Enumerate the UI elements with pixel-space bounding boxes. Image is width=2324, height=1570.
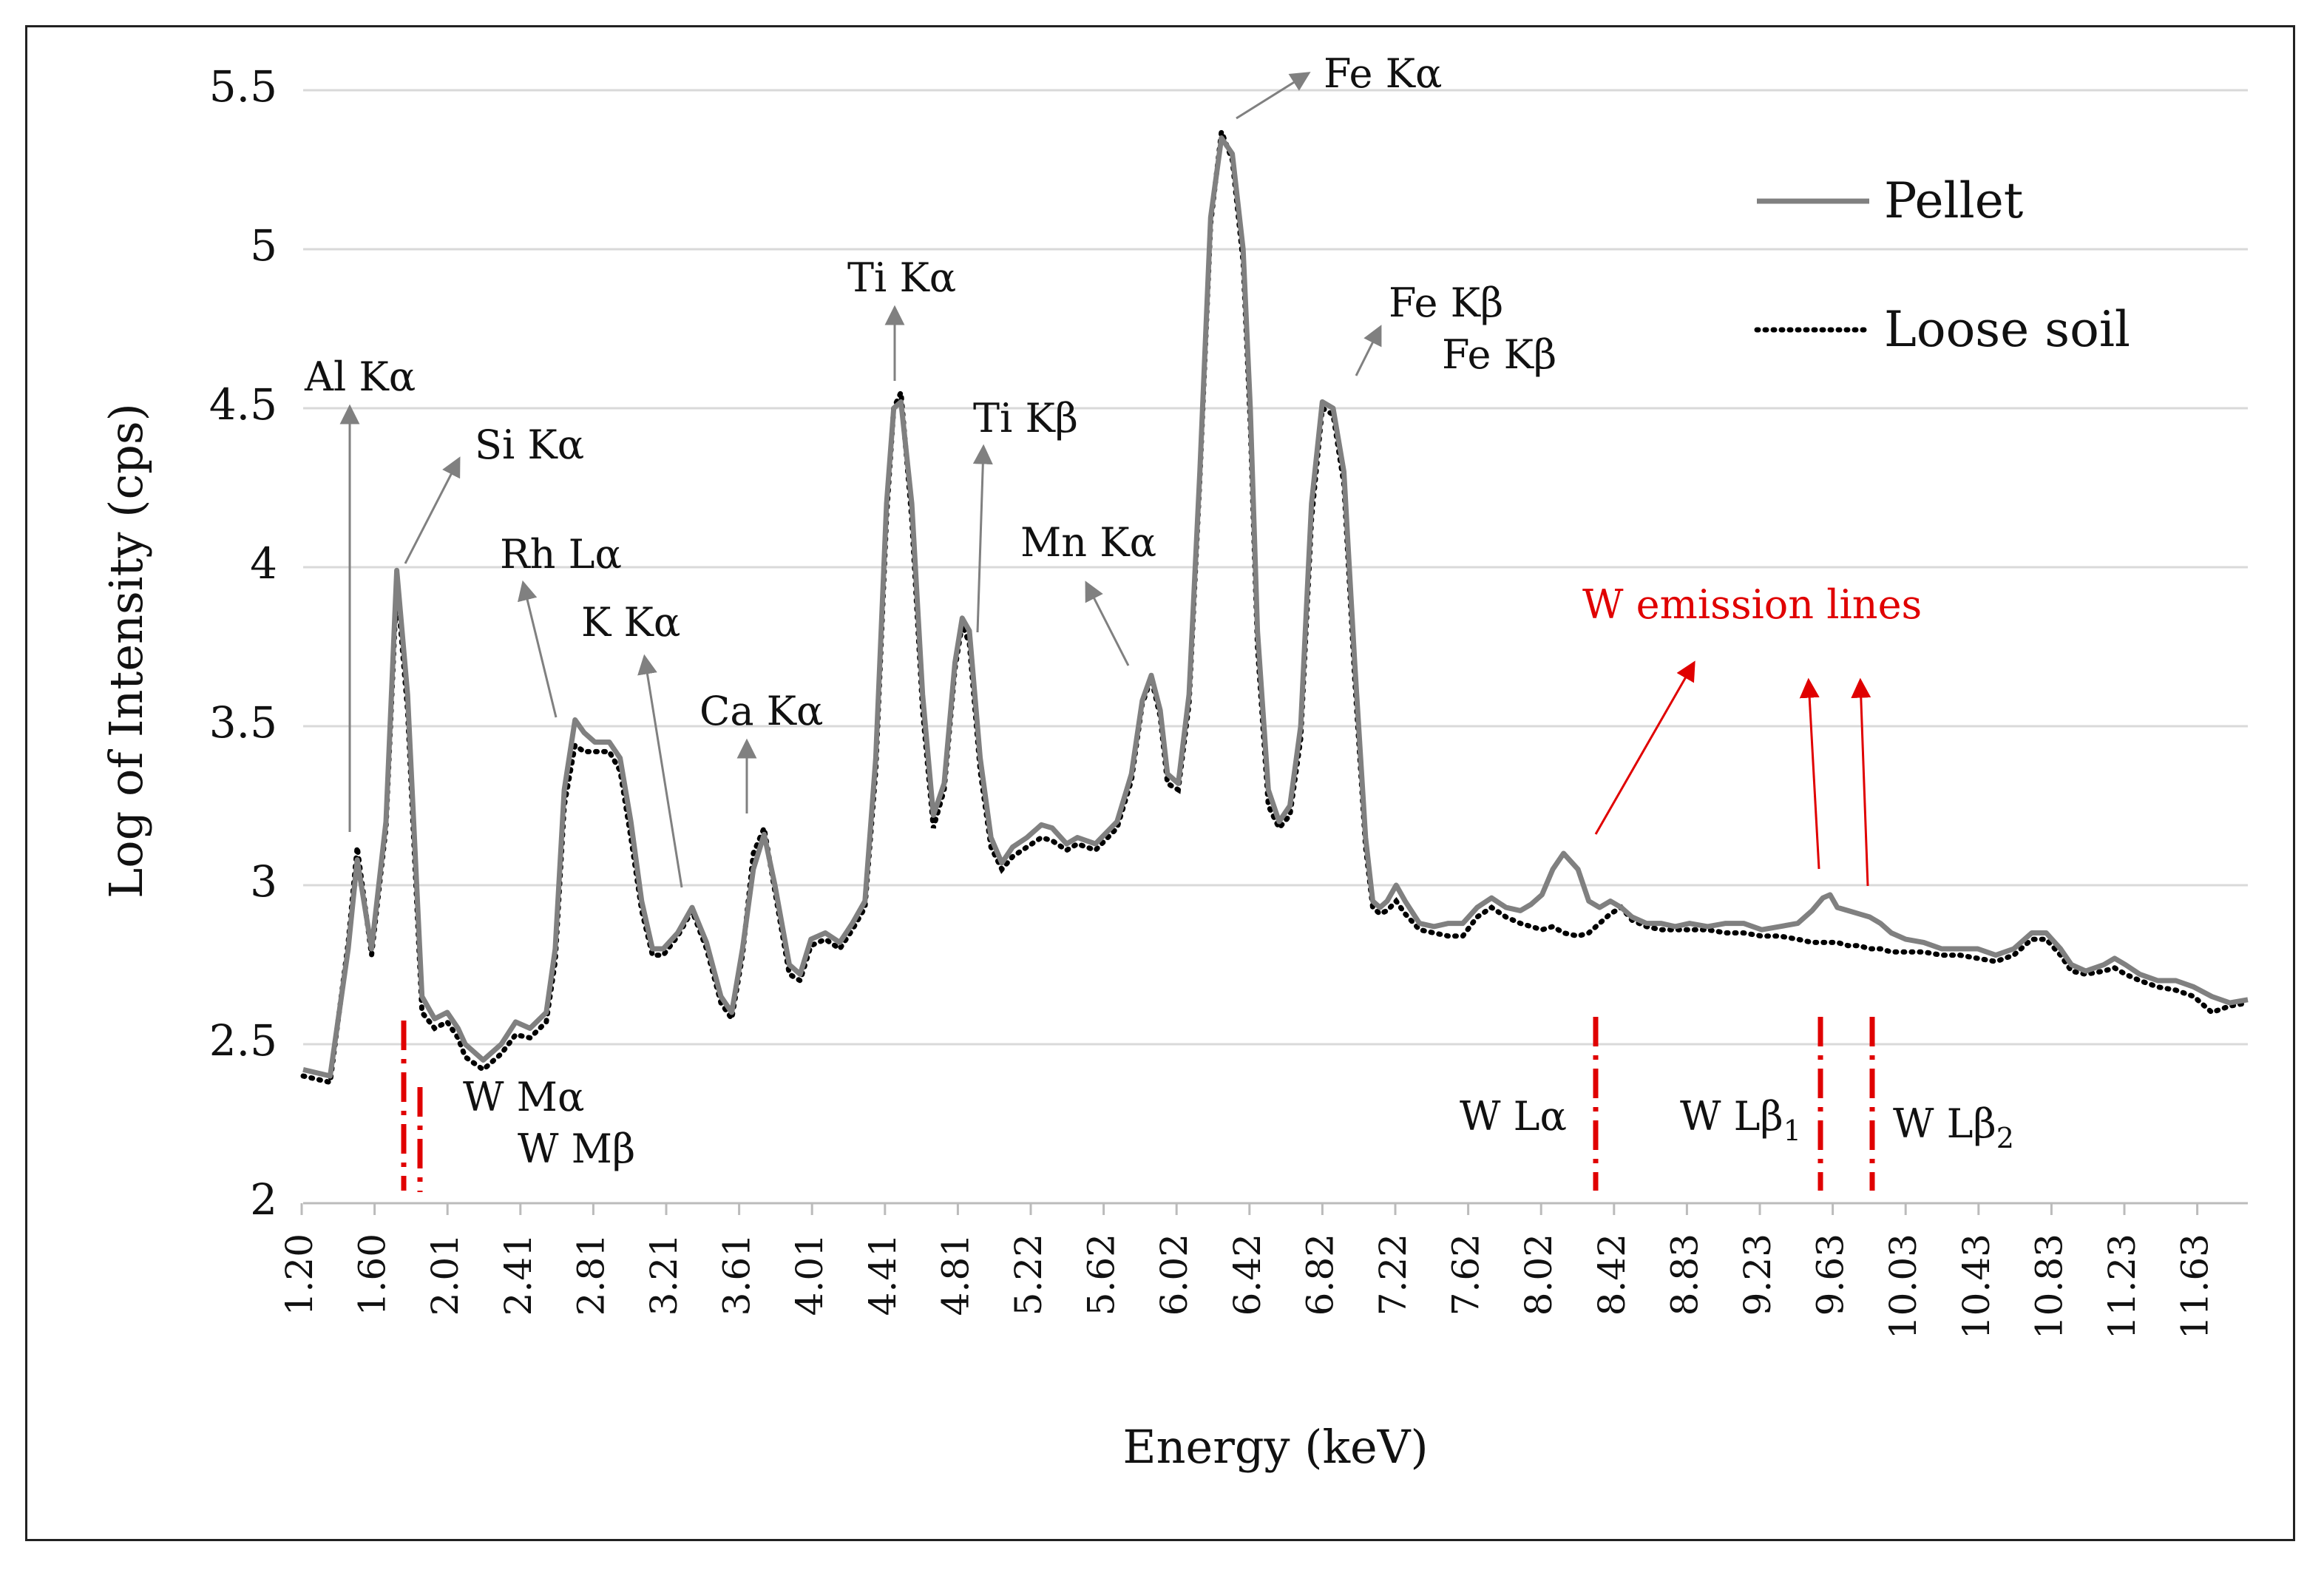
x-tick-label: 8.42 — [1590, 1234, 1633, 1316]
annotation-fe-ka: Fe Kα — [1324, 50, 1442, 97]
x-tick-label: 3.61 — [716, 1234, 759, 1316]
annotation-arrow — [972, 444, 993, 633]
annotation-arrow — [1851, 677, 1871, 887]
x-tick-label: 5.22 — [1007, 1234, 1050, 1316]
annotation-ca-ka: Ca Kα — [699, 688, 823, 734]
x-tick-label: 9.23 — [1736, 1234, 1779, 1316]
y-tick-label: 2 — [250, 1174, 277, 1225]
x-tick-label: 6.02 — [1153, 1234, 1196, 1316]
x-tick-label: 2.01 — [424, 1234, 467, 1316]
legend-label-loose-soil: Loose soil — [1884, 301, 2130, 358]
annotation-arrow — [1236, 72, 1311, 120]
annotation-fe-kb: Fe Kβ — [1389, 280, 1503, 326]
x-tick-label: 5.62 — [1080, 1234, 1123, 1316]
chart-frame — [25, 25, 2295, 1541]
x-tick-label: 7.62 — [1445, 1234, 1488, 1316]
annotation-arrow — [637, 654, 683, 888]
legend-label-pellet: Pellet — [1884, 172, 2023, 229]
x-tick-label: 2.81 — [569, 1234, 612, 1316]
x-tick-label: 10.03 — [1882, 1234, 1925, 1339]
y-tick-label: 3 — [250, 856, 277, 907]
x-tick-label: 7.22 — [1372, 1234, 1415, 1316]
x-tick-label: 11.63 — [2174, 1234, 2217, 1339]
annotation-rh-la: Rh Lα — [500, 531, 622, 578]
x-tick-label: 11.23 — [2101, 1234, 2144, 1339]
x-tick-label: 6.42 — [1226, 1234, 1269, 1316]
x-tick-label: 3.21 — [643, 1234, 685, 1316]
x-axis-ticks: 1.20 1.60 2.01 2.41 2.81 3.21 3.61 4.01 4.41 4.81… — [278, 1203, 2217, 1339]
annotation-arrow — [1594, 660, 1695, 835]
legend: Pellet Loose soil — [1754, 172, 2130, 358]
label-w-mb: W Mβ — [518, 1126, 635, 1172]
x-tick-label: 10.43 — [1955, 1234, 1998, 1339]
y-tick-label: 5 — [250, 220, 277, 271]
x-tick-label: 8.02 — [1517, 1234, 1560, 1316]
annotation-arrow — [518, 580, 558, 718]
series-line-pellet — [302, 135, 2249, 1079]
y-tick-label: 4.5 — [209, 379, 277, 430]
x-tick-label: 10.83 — [2027, 1234, 2070, 1339]
annotation-arrow — [1355, 325, 1382, 376]
annotation-arrow — [1085, 581, 1130, 666]
annotation-si-ka: Si Kα — [475, 422, 584, 468]
annotation-arrow — [1799, 677, 1820, 870]
annotation-arrows — [339, 72, 1871, 888]
x-tick-label: 6.82 — [1298, 1234, 1341, 1316]
label-w-ma: W Mα — [463, 1074, 584, 1120]
label-w-lb1: W Lβ1 — [1680, 1093, 1801, 1147]
x-tick-label: 1.60 — [351, 1234, 394, 1316]
x-tick-label: 4.41 — [861, 1234, 904, 1316]
annotation-ti-kb: Ti Kβ — [973, 395, 1078, 441]
x-tick-label: 4.01 — [788, 1234, 831, 1316]
annotation-mn-ka: Mn Kα — [1020, 519, 1156, 566]
x-tick-label: 4.81 — [934, 1234, 977, 1316]
label-w-la: W Lα — [1460, 1093, 1567, 1140]
w-reference-lines — [401, 1017, 1875, 1192]
gridlines — [303, 89, 2248, 1046]
annotation-k-ka: K Kα — [581, 599, 680, 646]
annotation-arrow — [404, 456, 461, 564]
annotation-ti-ka: Ti Kα — [847, 254, 956, 301]
y-axis-ticks: 2 2.5 3 3.5 4 4.5 5 5.5 — [209, 61, 277, 1225]
x-tick-label: 1.20 — [278, 1234, 321, 1316]
label-w-lb2: W Lβ2 — [1893, 1100, 2014, 1154]
x-tick-label: 2.41 — [497, 1234, 540, 1316]
x-tick-label: 9.63 — [1809, 1234, 1852, 1316]
x-axis-title: Energy (keV) — [1122, 1420, 1428, 1474]
y-tick-label: 4 — [250, 538, 277, 589]
annotation-al-ka: Al Kα — [304, 353, 416, 400]
y-tick-label: 2.5 — [209, 1015, 277, 1066]
y-tick-label: 3.5 — [209, 697, 277, 748]
annotation-fe-kb-2: Fe Kβ — [1442, 331, 1556, 378]
y-axis-title: Log of Intensity (cps) — [99, 403, 153, 899]
y-tick-label: 5.5 — [209, 61, 277, 112]
x-tick-label: 8.83 — [1663, 1234, 1706, 1316]
annotation-w-emission-lines: W emission lines — [1582, 581, 1922, 628]
